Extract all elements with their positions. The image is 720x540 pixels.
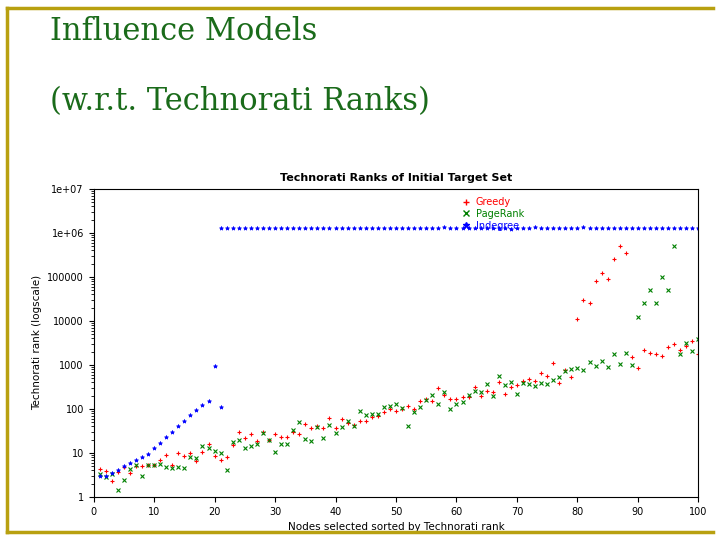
Indegree <box>518 225 527 232</box>
PageRank <box>410 408 418 415</box>
PageRank <box>458 399 467 406</box>
Text: Influence Models: Influence Models <box>50 16 318 47</box>
Greedy <box>694 351 703 357</box>
Y-axis label: Technorati rank (logscale): Technorati rank (logscale) <box>32 275 42 410</box>
Greedy <box>216 456 225 463</box>
PageRank <box>694 335 703 342</box>
Indegree <box>555 225 564 231</box>
Greedy <box>458 394 467 400</box>
Indegree <box>440 224 449 231</box>
Indegree <box>694 225 703 231</box>
PageRank <box>216 450 225 456</box>
Title: Technorati Ranks of Initial Target Set: Technorati Ranks of Initial Target Set <box>280 173 512 183</box>
Greedy <box>107 478 116 485</box>
Indegree <box>513 225 521 231</box>
PageRank <box>676 351 685 357</box>
Greedy <box>676 347 685 354</box>
Indegree <box>216 225 225 232</box>
Indegree <box>652 225 660 231</box>
PageRank <box>114 487 122 493</box>
Text: (w.r.t. Technorati Ranks): (w.r.t. Technorati Ranks) <box>50 86 431 117</box>
Indegree <box>507 226 516 232</box>
X-axis label: Nodes selected sorted by Technorati rank: Nodes selected sorted by Technorati rank <box>287 522 505 532</box>
Line: Greedy: Greedy <box>97 244 701 484</box>
Legend: Greedy, PageRank, Indegree: Greedy, PageRank, Indegree <box>462 197 524 231</box>
PageRank <box>240 445 249 451</box>
PageRank <box>670 243 678 249</box>
Indegree <box>537 225 546 231</box>
PageRank <box>652 300 660 307</box>
Greedy <box>410 406 418 413</box>
Greedy <box>658 353 667 359</box>
Line: Indegree: Indegree <box>219 225 701 231</box>
Indegree <box>428 225 436 231</box>
PageRank <box>95 471 104 477</box>
Greedy <box>616 243 624 249</box>
Greedy <box>240 435 249 441</box>
Line: PageRank: PageRank <box>97 244 701 492</box>
Greedy <box>95 465 104 472</box>
